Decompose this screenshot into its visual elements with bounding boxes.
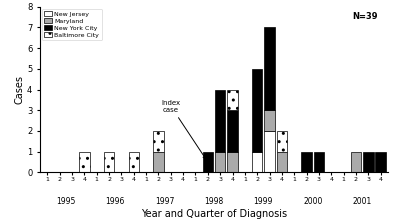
Bar bbox=[277, 131, 287, 152]
Bar bbox=[252, 152, 262, 172]
Text: 1998: 1998 bbox=[204, 197, 224, 206]
X-axis label: Year and Quarter of Diagnosis: Year and Quarter of Diagnosis bbox=[141, 209, 287, 219]
Text: 2000: 2000 bbox=[303, 197, 322, 206]
Bar bbox=[351, 152, 361, 172]
Bar bbox=[264, 27, 275, 110]
Bar bbox=[227, 110, 238, 152]
Text: Index
case: Index case bbox=[161, 100, 206, 159]
Bar bbox=[79, 152, 90, 172]
Bar bbox=[202, 152, 213, 172]
Bar bbox=[301, 152, 312, 172]
Y-axis label: Cases: Cases bbox=[14, 75, 24, 104]
Bar bbox=[153, 131, 164, 152]
Bar bbox=[215, 90, 226, 152]
Bar bbox=[375, 152, 386, 172]
Bar bbox=[264, 131, 275, 172]
Text: 1996: 1996 bbox=[106, 197, 125, 206]
Bar bbox=[277, 152, 287, 172]
Bar bbox=[314, 152, 324, 172]
Bar bbox=[227, 90, 238, 110]
Bar bbox=[264, 110, 275, 131]
Bar bbox=[128, 152, 139, 172]
Bar bbox=[104, 152, 114, 172]
Text: 1995: 1995 bbox=[56, 197, 76, 206]
Text: N=39: N=39 bbox=[352, 11, 378, 21]
Bar bbox=[227, 152, 238, 172]
Bar bbox=[215, 152, 226, 172]
Legend: New Jersey, Maryland, New York City, Baltimore City: New Jersey, Maryland, New York City, Bal… bbox=[42, 8, 102, 40]
Text: 2001: 2001 bbox=[352, 197, 372, 206]
Text: 1997: 1997 bbox=[155, 197, 174, 206]
Bar bbox=[252, 69, 262, 152]
Bar bbox=[363, 152, 374, 172]
Text: 1999: 1999 bbox=[254, 197, 273, 206]
Bar bbox=[153, 152, 164, 172]
